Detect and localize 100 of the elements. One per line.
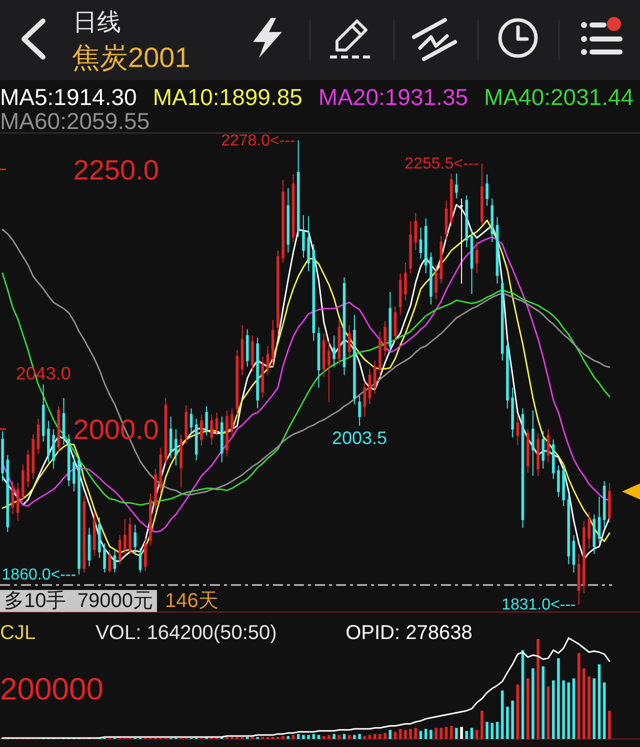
candlestick (292, 174, 295, 243)
bar (440, 728, 443, 739)
candlestick (200, 414, 203, 446)
candlestick (47, 420, 50, 463)
text: MA40:2031.44 (484, 84, 634, 110)
candlestick (246, 328, 249, 368)
candlestick (602, 480, 606, 528)
candlestick (378, 330, 382, 378)
bar (296, 734, 300, 739)
candlestick (475, 242, 478, 274)
candlestick (240, 324, 244, 376)
candlestick (409, 220, 412, 274)
bar (532, 668, 534, 739)
candlestick (159, 447, 162, 494)
candlestick (307, 216, 310, 272)
bar (388, 730, 392, 739)
bar (500, 690, 504, 739)
candlestick (363, 380, 366, 418)
bar (414, 728, 418, 739)
bar (490, 722, 494, 739)
candlestick (215, 412, 218, 436)
candlestick (276, 250, 280, 336)
candlestick (88, 527, 91, 567)
candlestick (592, 514, 596, 554)
bar (332, 734, 336, 739)
candlestick (608, 482, 611, 524)
candlestick (72, 454, 76, 492)
candlestick (470, 229, 474, 295)
candlestick (532, 410, 534, 476)
candlestick (506, 339, 509, 409)
text: MA20:1931.35 (318, 84, 468, 110)
bar (567, 682, 570, 739)
chart-title: 焦炭2001 (72, 42, 190, 73)
candlestick (282, 179, 284, 264)
candlestick (220, 416, 224, 463)
candlestick (455, 173, 458, 199)
y-tick-label: 2250.0 (73, 154, 159, 185)
annotation: 146天 (164, 590, 218, 612)
candlestick (230, 408, 234, 438)
candlestick (124, 519, 126, 554)
candlestick (22, 464, 24, 502)
candlestick (236, 350, 239, 416)
candlestick (149, 493, 152, 546)
chart-title: CJL (0, 622, 36, 644)
bar (358, 734, 361, 739)
bar (363, 736, 366, 739)
candlestick (577, 553, 580, 606)
candlestick (26, 449, 30, 488)
candlestick (296, 140, 300, 238)
candlestick (67, 434, 70, 487)
candlestick (92, 512, 96, 556)
bar (307, 734, 310, 739)
candlestick (210, 414, 214, 446)
bar (455, 728, 458, 739)
candlestick (174, 428, 178, 466)
candlestick (113, 549, 116, 574)
candlestick (16, 482, 20, 522)
bar (582, 668, 586, 739)
bar (409, 728, 412, 739)
ref-line-label: 多10手 79000元 (4, 590, 153, 612)
candlestick (32, 434, 35, 480)
candlestick (169, 416, 172, 459)
candlestick (317, 326, 320, 388)
candlestick (358, 395, 361, 426)
bar (282, 736, 284, 739)
candlestick (312, 244, 316, 342)
candlestick (419, 227, 422, 260)
candlestick (388, 291, 392, 353)
candlestick (118, 534, 122, 565)
annotation: 1831.0<--- (502, 596, 576, 614)
line-series (2, 272, 610, 506)
candlestick (542, 430, 545, 470)
bar (602, 682, 606, 739)
bar (424, 728, 428, 739)
bar (322, 736, 326, 739)
candlestick (108, 549, 112, 574)
bar (398, 728, 402, 739)
candlestick (332, 335, 336, 368)
candlestick (394, 306, 397, 342)
text: OPID: 278638 (346, 622, 472, 644)
candlestick (271, 320, 274, 368)
candlestick (598, 496, 601, 544)
candlestick (404, 262, 407, 301)
candlestick (328, 340, 330, 403)
candlestick (424, 218, 428, 274)
candlestick (552, 439, 555, 480)
candlestick (190, 408, 193, 434)
candlestick (266, 346, 270, 376)
candlestick (194, 418, 198, 461)
candlestick (82, 495, 86, 574)
annotation: 2003.5 (332, 428, 388, 448)
candlestick (184, 404, 188, 444)
candlestick (261, 356, 264, 398)
bar (608, 710, 611, 739)
text: MA60:2059.55 (0, 108, 150, 134)
candlestick (588, 512, 590, 550)
candlestick (103, 542, 106, 574)
candlestick (486, 174, 488, 206)
bar (516, 684, 520, 739)
candlestick (500, 278, 504, 362)
